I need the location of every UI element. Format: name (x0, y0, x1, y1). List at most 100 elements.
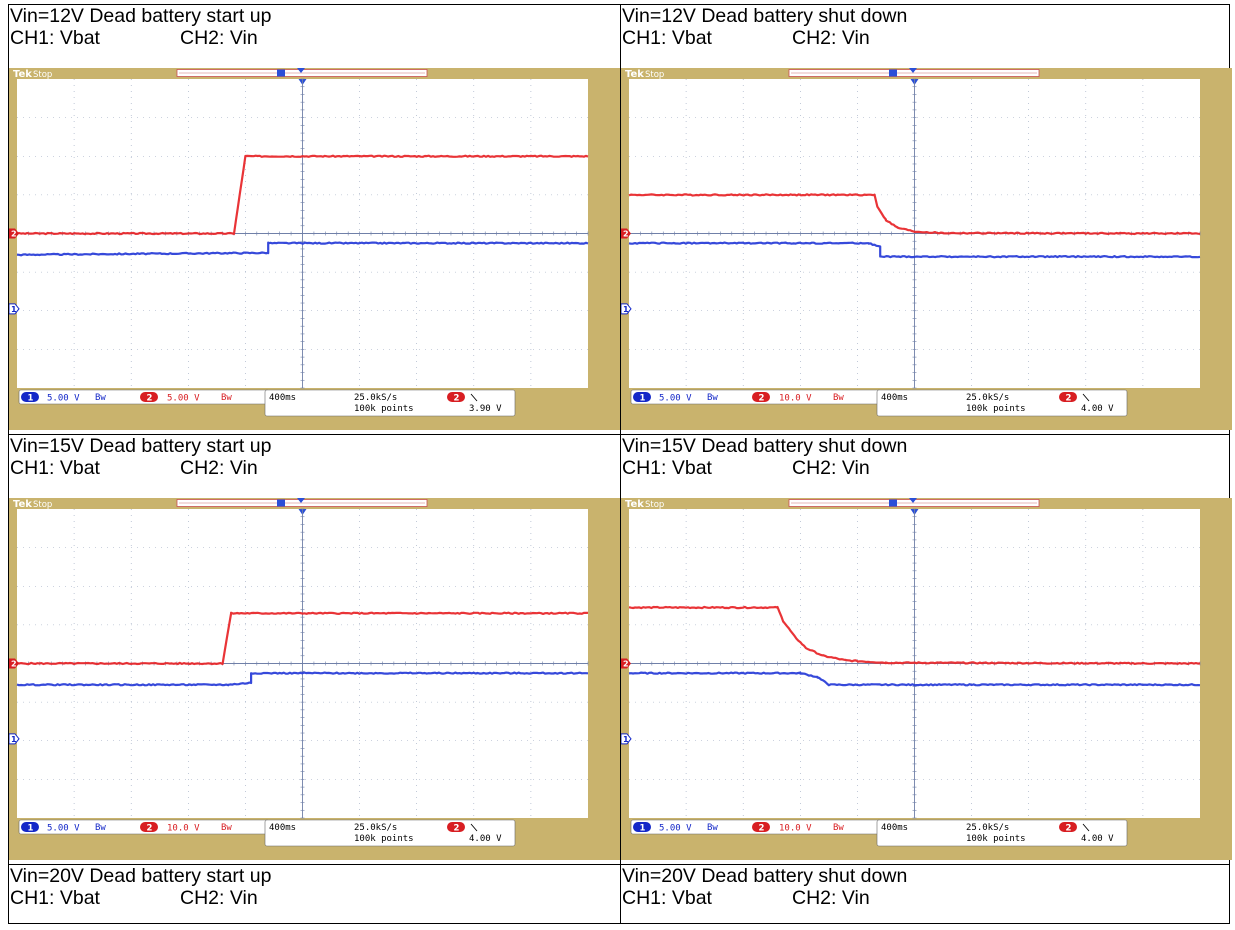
panel-title: Vin=20V Dead battery shut down (622, 865, 908, 887)
ch2-ground-marker (9, 228, 19, 239)
ch1-marker-label: 1 (623, 305, 629, 314)
ch2-marker-label: 2 (623, 660, 629, 669)
trigger-level: 4.00 V (1081, 404, 1114, 414)
table-rule (8, 4, 9, 924)
ch1-label: CH1: Vbat (622, 457, 712, 479)
scope-display: Tek Stop 2 1 1 5.00 V Bw 2 5.00 V Bw 400ms 25.0kS/s… (9, 68, 589, 417)
ch2-ground-marker (9, 658, 19, 669)
falling-edge-icon (470, 393, 478, 402)
tek-logo: Tek (13, 69, 32, 80)
acquisition-status: Stop (33, 70, 52, 80)
ch2-ground-marker (621, 658, 631, 669)
record-window-marker (889, 69, 897, 77)
channel-legend: CH1: Vbat CH2: Vin (622, 887, 907, 909)
scope-display: Tek Stop 2 1 1 5.00 V Bw 2 10.0 V Bw 400ms 25.0kS/s… (621, 68, 1201, 417)
panel-title: Vin=15V Dead battery shut down (622, 435, 908, 457)
ch1-ground-marker (621, 303, 632, 315)
ch2-scale: 10.0 V (779, 824, 812, 834)
timebase: 400ms (269, 393, 296, 403)
ch1-scale: 5.00 V (659, 824, 692, 834)
ch1-badge-label: 1 (28, 824, 34, 834)
ch1-badge (21, 392, 39, 402)
panel-caption: Vin=12V Dead battery shut down CH1: Vbat C… (622, 5, 907, 49)
ch2-badge-label: 2 (759, 394, 765, 404)
table-rule (1229, 4, 1230, 924)
falling-edge-icon (1082, 823, 1090, 832)
panel-caption: Vin=20V Dead battery shut down CH1: Vbat C… (622, 865, 907, 909)
acquisition-status: Stop (645, 70, 664, 80)
ch1-badge-label: 1 (28, 394, 34, 404)
record-window-marker (889, 499, 897, 507)
oscilloscope-capture: Tek Stop 2 1 1 5.00 V Bw 2 10.0 V Bw 400ms 25.0kS/s… (621, 68, 1232, 430)
table-rule (8, 864, 1230, 865)
record-length: 100k points (966, 834, 1026, 844)
record-window-marker (277, 69, 285, 77)
sample-rate: 25.0kS/s (966, 823, 1009, 833)
ch2-trace (16, 611, 589, 666)
ch2-trace (628, 193, 1201, 236)
trigger-source-badge (447, 822, 465, 832)
trigger-source-label: 2 (454, 824, 460, 834)
ch1-ground-marker (621, 733, 632, 745)
bandwidth-limit-icon: Bw (707, 823, 718, 833)
ch1-label: CH1: Vbat (10, 887, 100, 909)
ch2-label: CH2: Vin (180, 887, 258, 909)
ch1-scale: 5.00 V (659, 394, 692, 404)
panel-caption: Vin=20V Dead battery start up CH1: Vbat CH… (10, 865, 271, 909)
table-rule (620, 4, 621, 924)
panel-title: Vin=12V Dead battery shut down (622, 5, 908, 27)
ch1-ground-marker (9, 733, 20, 745)
channel-legend: CH1: Vbat CH2: Vin (10, 457, 271, 479)
bandwidth-limit-icon: Bw (221, 823, 232, 833)
ch2-label: CH2: Vin (792, 457, 870, 479)
figure-table: Vin=12V Dead battery start up CH1: Vbat CH… (8, 4, 1232, 924)
trigger-level: 4.00 V (1081, 834, 1114, 844)
trigger-source-label: 2 (454, 394, 460, 404)
ch2-marker-label: 2 (623, 230, 629, 239)
ch2-ground-marker (621, 228, 631, 239)
channel-legend: CH1: Vbat CH2: Vin (10, 887, 271, 909)
ch1-scale: 5.00 V (47, 394, 80, 404)
ch2-badge-label: 2 (147, 824, 153, 834)
acquisition-status: Stop (645, 500, 664, 510)
oscilloscope-capture: Tek Stop 2 1 1 5.00 V Bw 2 5.00 V Bw 400ms 25.0kS/s… (9, 68, 620, 430)
ch1-badge (633, 822, 651, 832)
ch2-trace (628, 605, 1201, 665)
scope-display: Tek Stop 2 1 1 5.00 V Bw 2 10.0 V Bw 400ms 25.0kS/s… (9, 498, 589, 847)
ch1-scale: 5.00 V (47, 824, 80, 834)
ch1-badge-label: 1 (640, 394, 646, 404)
ch1-badge-label: 1 (640, 824, 646, 834)
ch2-label: CH2: Vin (792, 887, 870, 909)
sample-rate: 25.0kS/s (966, 393, 1009, 403)
ch1-trace (628, 671, 1201, 687)
ch2-badge-label: 2 (147, 394, 153, 404)
channel-legend: CH1: Vbat CH2: Vin (622, 27, 907, 49)
ch2-marker-label: 2 (11, 230, 17, 239)
bandwidth-limit-icon: Bw (833, 823, 844, 833)
falling-edge-icon (1082, 393, 1090, 402)
ch1-badge (633, 392, 651, 402)
trigger-position-icon (297, 498, 305, 503)
ch1-label: CH1: Vbat (622, 27, 712, 49)
trigger-source-label: 2 (1066, 394, 1072, 404)
trigger-position-icon (909, 68, 917, 73)
ch1-marker-label: 1 (11, 305, 17, 314)
trigger-source-badge (1059, 392, 1077, 402)
channel-legend: CH1: Vbat CH2: Vin (622, 457, 907, 479)
ch1-label: CH1: Vbat (622, 887, 712, 909)
record-length: 100k points (966, 404, 1026, 414)
ch2-badge (752, 822, 770, 832)
tek-logo: Tek (625, 499, 644, 510)
bandwidth-limit-icon: Bw (95, 393, 106, 403)
ch1-label: CH1: Vbat (10, 457, 100, 479)
bandwidth-limit-icon: Bw (833, 393, 844, 403)
ch2-label: CH2: Vin (180, 27, 258, 49)
ch1-trace (628, 241, 1201, 259)
channel-legend: CH1: Vbat CH2: Vin (10, 27, 271, 49)
trigger-position-icon (909, 498, 917, 503)
ch2-label: CH2: Vin (792, 27, 870, 49)
ch2-marker-label: 2 (11, 660, 17, 669)
panel-caption: Vin=15V Dead battery start up CH1: Vbat CH… (10, 435, 271, 479)
trigger-position-icon (297, 68, 305, 73)
ch2-badge (752, 392, 770, 402)
